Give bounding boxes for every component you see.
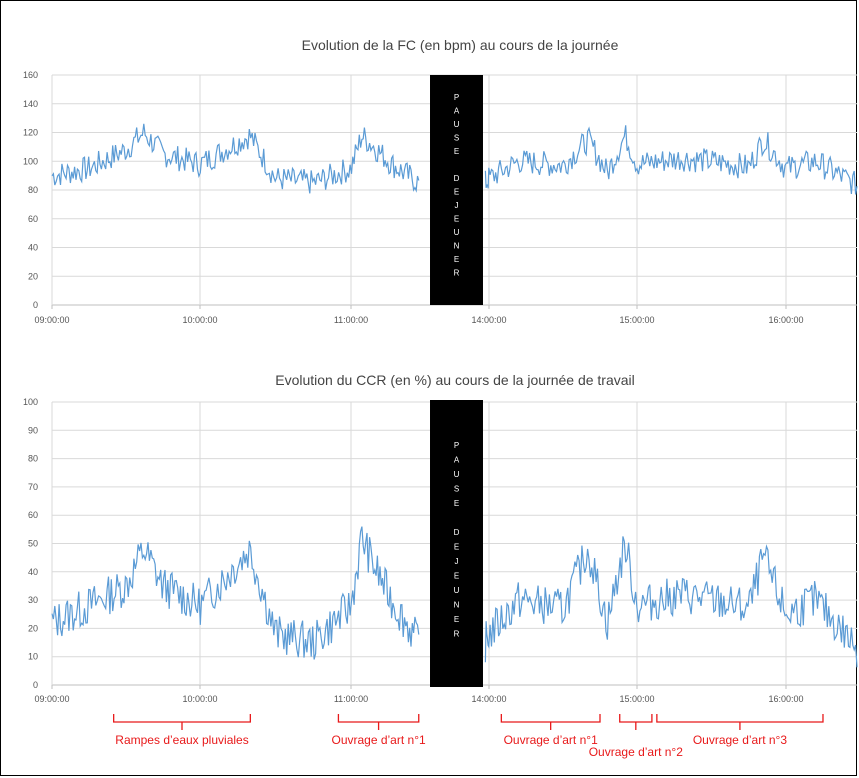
y-tick-label: 120 bbox=[23, 128, 38, 138]
annotation-bracket bbox=[337, 714, 420, 730]
y-tick-label: 100 bbox=[23, 156, 38, 166]
y-tick-label: 60 bbox=[28, 214, 38, 224]
pause-label-letter: A bbox=[454, 456, 460, 465]
y-tick-label: 160 bbox=[23, 70, 38, 80]
series-line bbox=[484, 536, 858, 668]
x-tick-label: 11:00:00 bbox=[334, 694, 368, 704]
pause-label-letter: E bbox=[454, 188, 459, 197]
x-tick-label: 09:00:00 bbox=[34, 694, 69, 704]
pause-band bbox=[430, 75, 483, 305]
x-tick-label: 16:00:00 bbox=[768, 694, 803, 704]
annotation-label: Ouvrage d’art n°3 bbox=[693, 733, 788, 747]
pause-label-letter: N bbox=[454, 242, 460, 251]
chart-ccr-title: Evolution du CCR (en %) au cours de la j… bbox=[275, 372, 635, 388]
y-tick-label: 70 bbox=[28, 482, 38, 492]
pause-label-letter: J bbox=[455, 201, 459, 210]
y-tick-label: 80 bbox=[28, 454, 38, 464]
y-tick-label: 20 bbox=[28, 271, 38, 281]
x-tick-label: 14:00:00 bbox=[471, 315, 506, 325]
pause-label-letter: E bbox=[454, 543, 459, 552]
pause-label-letter: E bbox=[454, 215, 459, 224]
x-tick-label: 11:00:00 bbox=[334, 315, 368, 325]
annotation-bracket bbox=[113, 714, 251, 730]
pause-label-letter: U bbox=[454, 470, 460, 479]
x-tick-label: 15:00:00 bbox=[619, 694, 654, 704]
pause-label-letter: U bbox=[454, 586, 460, 595]
y-tick-label: 20 bbox=[28, 623, 38, 633]
pause-label-letter: E bbox=[454, 499, 459, 508]
y-tick-label: 50 bbox=[28, 539, 38, 549]
pause-label-letter: E bbox=[454, 147, 459, 156]
y-tick-label: 30 bbox=[28, 595, 38, 605]
y-tick-label: 100 bbox=[23, 397, 38, 407]
pause-label-letter: J bbox=[455, 557, 459, 566]
y-tick-label: 0 bbox=[33, 680, 38, 690]
y-tick-label: 0 bbox=[33, 300, 38, 310]
series-line bbox=[484, 125, 858, 195]
x-tick-label: 16:00:00 bbox=[768, 315, 803, 325]
x-tick-label: 09:00:00 bbox=[34, 315, 69, 325]
pause-label-letter: E bbox=[454, 615, 459, 624]
x-tick-label: 10:00:00 bbox=[182, 315, 217, 325]
x-tick-label: 15:00:00 bbox=[619, 315, 654, 325]
pause-label-letter: D bbox=[454, 174, 460, 183]
pause-label-letter: P bbox=[454, 441, 459, 450]
y-tick-label: 10 bbox=[28, 652, 38, 662]
x-tick-label: 14:00:00 bbox=[471, 694, 506, 704]
x-tick-label: 10:00:00 bbox=[182, 694, 217, 704]
y-tick-label: 90 bbox=[28, 425, 38, 435]
y-tick-label: 40 bbox=[28, 243, 38, 253]
chart-ccr: Evolution du CCR (en %) au cours de la j… bbox=[23, 372, 858, 759]
chart-fc-title: Evolution de la FC (en bpm) au cours de … bbox=[302, 37, 619, 53]
y-tick-label: 80 bbox=[28, 185, 38, 195]
pause-label-letter: U bbox=[454, 120, 460, 129]
annotation-label: Ouvrage d’art n°2 bbox=[589, 745, 684, 759]
pause-label-letter: U bbox=[454, 228, 460, 237]
y-tick-label: 60 bbox=[28, 510, 38, 520]
y-tick-label: 40 bbox=[28, 567, 38, 577]
pause-band bbox=[430, 400, 483, 687]
pause-label-letter: N bbox=[454, 601, 460, 610]
annotation-bracket bbox=[500, 714, 601, 730]
pause-label-letter: S bbox=[454, 485, 459, 494]
annotation-label: Ouvrage d’art n°1 bbox=[504, 733, 599, 747]
annotation-bracket bbox=[619, 714, 653, 730]
pause-label-letter: E bbox=[454, 572, 459, 581]
pause-label-letter: S bbox=[454, 134, 459, 143]
pause-label-letter: D bbox=[454, 528, 460, 537]
y-tick-label: 140 bbox=[23, 99, 38, 109]
pause-label-letter: R bbox=[454, 630, 460, 639]
series-line bbox=[51, 123, 420, 194]
chart-fc: Evolution de la FC (en bpm) au cours de … bbox=[23, 37, 858, 325]
annotation-label: Ouvrage d’art n°1 bbox=[331, 733, 426, 747]
annotation-label: Rampes d’eaux pluviales bbox=[115, 733, 248, 747]
series-line bbox=[51, 526, 420, 660]
pause-label-letter: P bbox=[454, 93, 459, 102]
pause-label-letter: R bbox=[454, 269, 460, 278]
annotation-bracket bbox=[656, 714, 824, 730]
pause-label-letter: A bbox=[454, 107, 460, 116]
pause-label-letter: E bbox=[454, 255, 459, 264]
